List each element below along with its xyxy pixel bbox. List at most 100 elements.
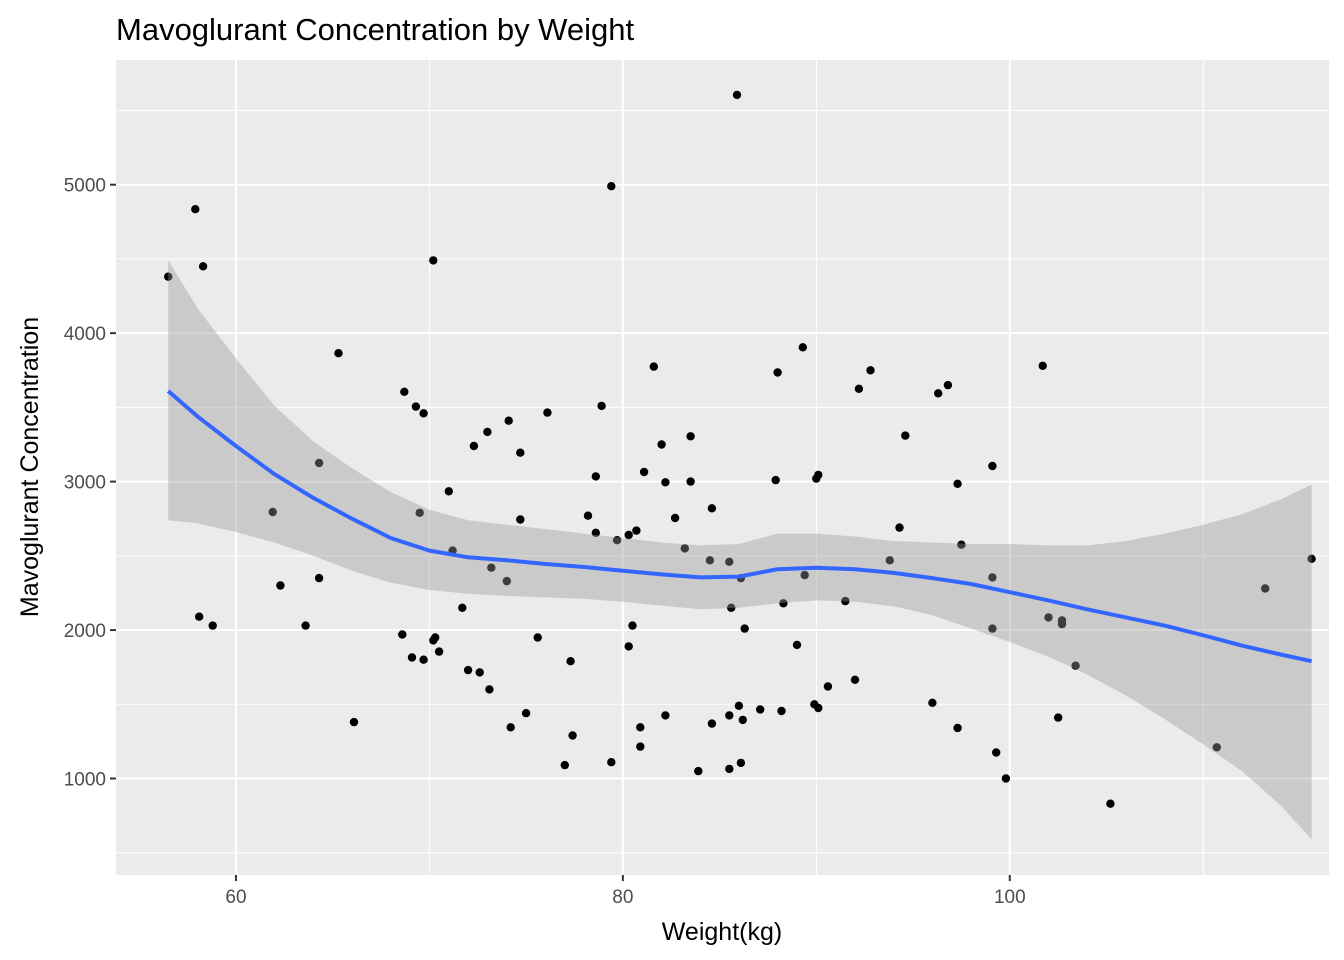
data-point bbox=[1057, 619, 1067, 629]
y-tick-label: 4000 bbox=[64, 324, 106, 345]
data-point bbox=[1307, 554, 1316, 563]
data-point bbox=[566, 657, 575, 666]
data-point bbox=[400, 387, 409, 396]
data-point bbox=[649, 362, 658, 371]
data-point bbox=[636, 723, 645, 732]
x-axis-title: Weight(kg) bbox=[662, 918, 782, 946]
data-point bbox=[1001, 774, 1011, 783]
data-point bbox=[686, 432, 695, 441]
data-point bbox=[657, 440, 666, 449]
smooth-line bbox=[166, 389, 1313, 664]
data-point bbox=[636, 742, 645, 751]
y-tick-label: 5000 bbox=[64, 176, 106, 197]
data-point bbox=[195, 612, 204, 621]
data-point bbox=[661, 478, 670, 487]
data-point bbox=[1054, 713, 1063, 722]
data-point bbox=[756, 705, 765, 714]
data-point bbox=[732, 90, 742, 100]
data-point bbox=[773, 368, 782, 377]
data-point bbox=[957, 540, 966, 549]
data-point bbox=[624, 530, 633, 540]
data-point bbox=[771, 475, 780, 485]
data-point bbox=[639, 467, 649, 477]
y-axis-title: Mavoglurant Concentration bbox=[16, 317, 44, 617]
data-point bbox=[583, 511, 593, 520]
x-axis-ticks: 60 80 100 bbox=[225, 875, 1026, 908]
data-point bbox=[661, 711, 670, 720]
data-point bbox=[988, 461, 997, 471]
data-points bbox=[164, 90, 1316, 808]
data-point bbox=[694, 766, 703, 776]
data-point bbox=[901, 431, 910, 440]
data-point bbox=[483, 427, 492, 437]
data-point bbox=[607, 758, 616, 767]
data-point bbox=[705, 556, 715, 565]
data-point bbox=[568, 731, 577, 740]
data-point bbox=[276, 581, 285, 590]
data-point bbox=[314, 458, 324, 468]
data-point bbox=[164, 272, 173, 281]
data-point bbox=[738, 715, 747, 725]
data-point bbox=[516, 515, 525, 524]
data-point bbox=[208, 621, 217, 630]
data-point bbox=[415, 508, 424, 517]
data-point bbox=[487, 563, 496, 572]
data-point bbox=[988, 573, 997, 582]
data-point bbox=[434, 647, 444, 656]
data-point bbox=[502, 576, 511, 586]
data-point bbox=[953, 479, 962, 488]
data-point bbox=[707, 719, 717, 728]
data-point bbox=[934, 389, 943, 398]
grid-major bbox=[116, 60, 1329, 875]
data-point bbox=[624, 642, 633, 651]
data-point bbox=[560, 760, 569, 770]
data-point bbox=[895, 523, 904, 532]
data-point bbox=[632, 526, 641, 535]
data-point bbox=[475, 668, 484, 677]
data-point bbox=[411, 402, 421, 411]
data-point bbox=[707, 504, 717, 513]
data-point bbox=[725, 711, 734, 720]
data-point bbox=[854, 384, 864, 393]
chart-title: Mavoglurant Concentration by Weight bbox=[116, 12, 634, 47]
data-point bbox=[988, 624, 997, 633]
data-point bbox=[740, 624, 749, 633]
data-point bbox=[469, 441, 479, 451]
data-point bbox=[928, 698, 937, 707]
data-point bbox=[943, 380, 953, 390]
data-point bbox=[814, 470, 823, 480]
data-point bbox=[800, 570, 809, 580]
data-point bbox=[191, 205, 200, 214]
data-point bbox=[1071, 661, 1080, 670]
data-point bbox=[516, 448, 525, 457]
x-tick-label: 80 bbox=[612, 887, 633, 908]
x-tick-label: 60 bbox=[225, 887, 246, 908]
y-tick-label: 3000 bbox=[64, 473, 106, 494]
grid-minor bbox=[116, 60, 1329, 875]
data-point bbox=[798, 343, 807, 352]
data-point bbox=[314, 573, 324, 583]
data-point bbox=[334, 349, 343, 358]
data-point bbox=[506, 723, 515, 732]
y-tick-label: 2000 bbox=[64, 621, 106, 642]
data-point bbox=[268, 507, 277, 517]
y-tick-label: 1000 bbox=[64, 770, 106, 791]
data-point bbox=[429, 256, 438, 265]
data-point bbox=[419, 409, 428, 418]
data-point bbox=[953, 723, 962, 733]
data-point bbox=[1212, 743, 1222, 752]
data-point bbox=[407, 653, 417, 662]
data-point bbox=[814, 703, 823, 713]
data-point bbox=[463, 665, 473, 675]
y-axis-ticks: 1000 2000 3000 4000 5000 bbox=[64, 176, 116, 791]
data-point bbox=[777, 706, 786, 716]
data-point bbox=[349, 717, 359, 727]
data-point bbox=[533, 633, 542, 642]
data-point bbox=[792, 640, 802, 650]
data-point bbox=[444, 487, 453, 496]
data-point bbox=[841, 596, 850, 606]
data-point bbox=[670, 513, 680, 523]
data-point bbox=[612, 536, 622, 545]
data-point bbox=[850, 675, 860, 684]
